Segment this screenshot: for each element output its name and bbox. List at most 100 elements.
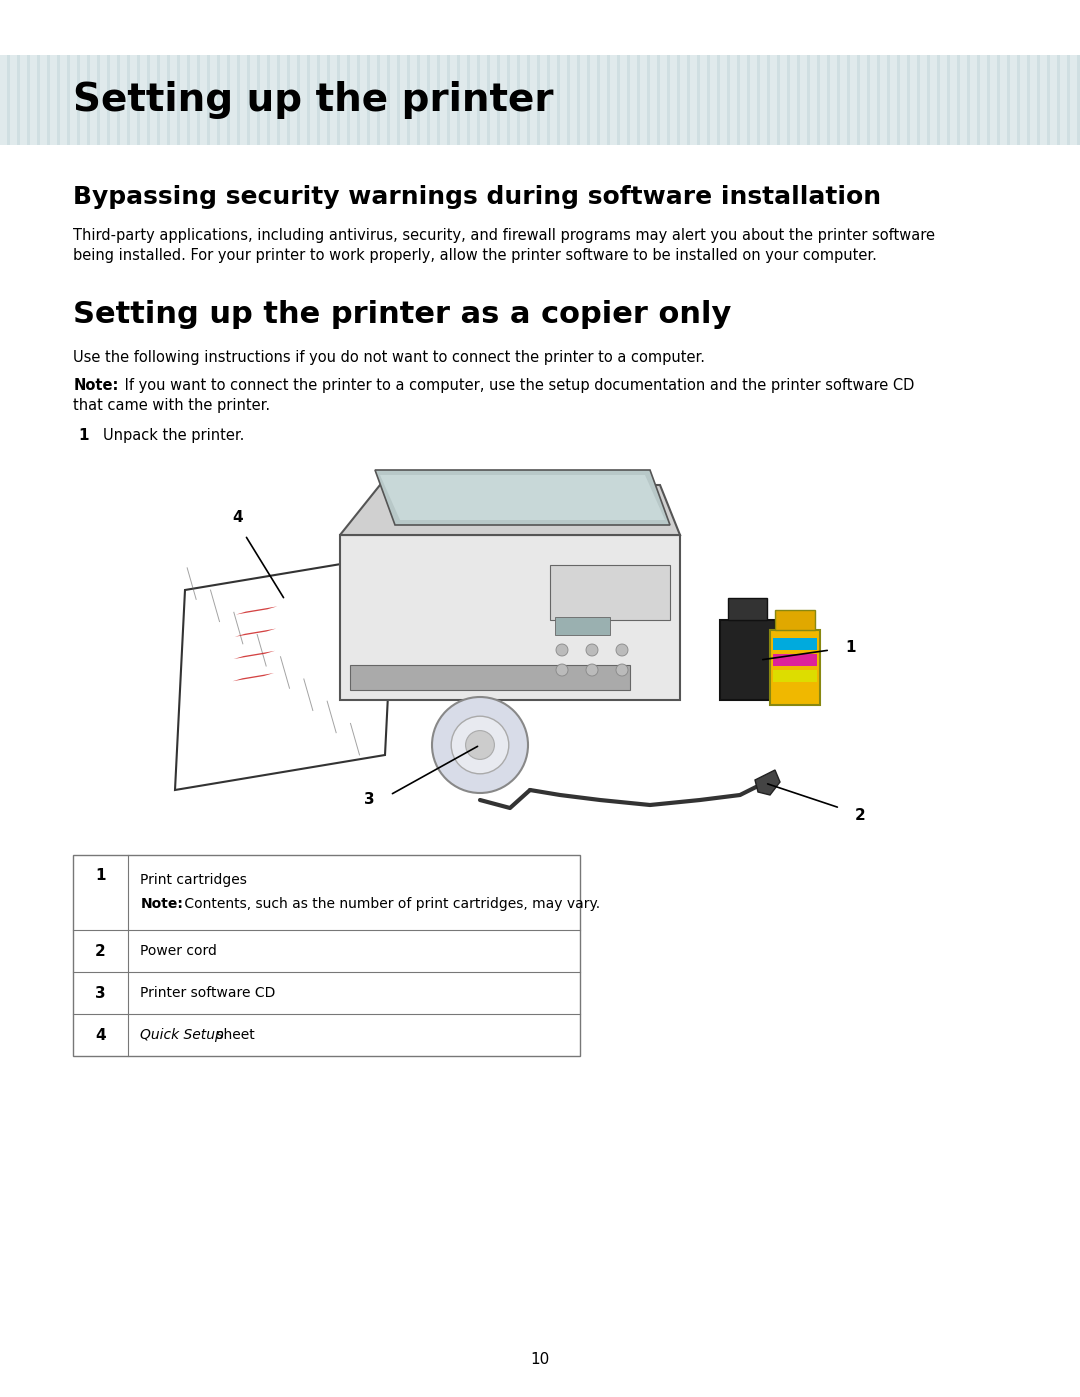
- Bar: [580, 54, 588, 145]
- Text: Setting up the printer as a copier only: Setting up the printer as a copier only: [73, 300, 732, 330]
- Bar: [960, 54, 967, 145]
- Bar: [890, 54, 897, 145]
- Bar: [620, 54, 627, 145]
- Text: Power cord: Power cord: [140, 944, 217, 958]
- Bar: [920, 54, 927, 145]
- Text: 10: 10: [530, 1352, 550, 1368]
- Polygon shape: [233, 651, 275, 659]
- Bar: [500, 54, 507, 145]
- Bar: [1020, 54, 1027, 145]
- Bar: [630, 54, 637, 145]
- Bar: [180, 54, 187, 145]
- Text: Unpack the printer.: Unpack the printer.: [104, 427, 245, 443]
- Bar: [1000, 54, 1007, 145]
- Text: Bypassing security warnings during software installation: Bypassing security warnings during softw…: [73, 184, 881, 210]
- Bar: [1070, 54, 1077, 145]
- Bar: [50, 54, 57, 145]
- Bar: [990, 54, 997, 145]
- Bar: [90, 54, 97, 145]
- Bar: [690, 54, 697, 145]
- Polygon shape: [720, 620, 775, 700]
- Bar: [70, 54, 77, 145]
- Bar: [810, 54, 816, 145]
- Text: 2: 2: [855, 807, 866, 823]
- Bar: [150, 54, 157, 145]
- Bar: [110, 54, 117, 145]
- Circle shape: [616, 664, 627, 676]
- Text: If you want to connect the printer to a computer, use the setup documentation an: If you want to connect the printer to a …: [121, 379, 915, 393]
- Bar: [900, 54, 907, 145]
- Polygon shape: [175, 555, 395, 789]
- Bar: [519, 54, 527, 145]
- Text: that came with the printer.: that came with the printer.: [73, 398, 271, 414]
- Bar: [750, 54, 757, 145]
- Circle shape: [586, 664, 598, 676]
- Bar: [720, 54, 727, 145]
- Text: Setting up the printer: Setting up the printer: [73, 81, 554, 119]
- Text: 2: 2: [95, 943, 106, 958]
- Bar: [310, 54, 318, 145]
- Bar: [800, 54, 807, 145]
- Bar: [820, 54, 827, 145]
- Text: 3: 3: [364, 792, 375, 807]
- Bar: [490, 54, 497, 145]
- Polygon shape: [235, 606, 278, 615]
- Bar: [1050, 54, 1057, 145]
- Bar: [570, 54, 577, 145]
- Bar: [390, 54, 397, 145]
- Circle shape: [616, 644, 627, 657]
- Bar: [460, 54, 467, 145]
- Bar: [730, 54, 737, 145]
- Bar: [330, 54, 337, 145]
- Bar: [260, 54, 267, 145]
- Bar: [860, 54, 867, 145]
- Bar: [300, 54, 307, 145]
- Circle shape: [556, 664, 568, 676]
- Bar: [600, 54, 607, 145]
- Bar: [970, 54, 977, 145]
- Bar: [170, 54, 177, 145]
- Bar: [400, 54, 407, 145]
- Text: being installed. For your printer to work properly, allow the printer software t: being installed. For your printer to wor…: [73, 249, 877, 263]
- Bar: [773, 671, 816, 682]
- Polygon shape: [340, 485, 680, 535]
- Bar: [1030, 54, 1037, 145]
- Bar: [440, 54, 447, 145]
- Text: Note:: Note:: [140, 897, 184, 911]
- Bar: [210, 54, 217, 145]
- Bar: [120, 54, 127, 145]
- Circle shape: [586, 644, 598, 657]
- Polygon shape: [775, 610, 815, 630]
- Bar: [410, 54, 417, 145]
- Bar: [21, 54, 27, 145]
- Bar: [1010, 54, 1017, 145]
- Bar: [100, 54, 107, 145]
- Bar: [660, 54, 667, 145]
- Bar: [60, 54, 67, 145]
- Bar: [940, 54, 947, 145]
- Bar: [370, 54, 377, 145]
- Circle shape: [451, 717, 509, 774]
- Bar: [270, 54, 276, 145]
- Bar: [710, 54, 717, 145]
- Bar: [670, 54, 677, 145]
- Bar: [240, 54, 247, 145]
- Text: 1: 1: [79, 427, 89, 443]
- Bar: [430, 54, 437, 145]
- Bar: [1040, 54, 1047, 145]
- Bar: [530, 54, 537, 145]
- Bar: [590, 54, 597, 145]
- Text: Quick Setup: Quick Setup: [140, 1028, 225, 1042]
- Bar: [640, 54, 647, 145]
- Bar: [40, 54, 48, 145]
- Bar: [780, 54, 787, 145]
- Bar: [650, 54, 657, 145]
- Bar: [740, 54, 747, 145]
- Bar: [870, 54, 877, 145]
- Circle shape: [472, 738, 488, 753]
- Bar: [80, 54, 87, 145]
- Text: 1: 1: [95, 868, 106, 883]
- Text: 1: 1: [845, 640, 855, 655]
- Bar: [360, 54, 367, 145]
- Bar: [200, 54, 207, 145]
